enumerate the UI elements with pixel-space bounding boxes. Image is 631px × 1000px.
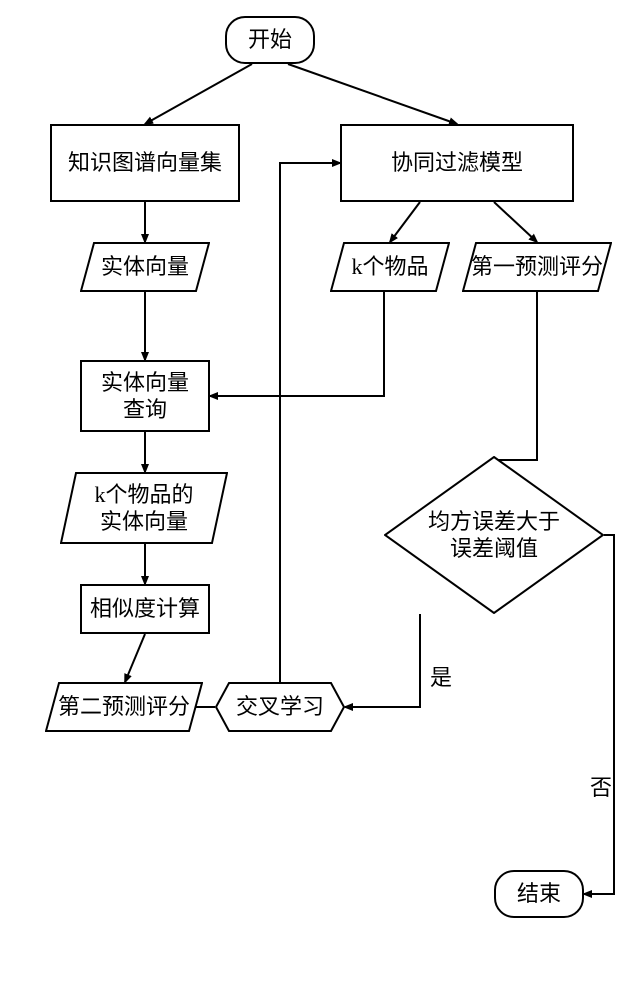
edge-cf_model-k_items xyxy=(390,202,420,242)
edge-start-cf_model xyxy=(288,64,457,124)
node-start: 开始 xyxy=(225,16,315,64)
node-k_items: k个物品 xyxy=(330,242,450,292)
node-entity_vec: 实体向量 xyxy=(80,242,210,292)
edge-start-kg_vec_set xyxy=(145,64,252,124)
edge-sim_calc-second_score xyxy=(125,634,145,682)
node-end: 结束 xyxy=(494,870,584,918)
flowchart-canvas: 开始知识图谱向量集 协同过滤模型实体向量 k个物品第一预测评分实体向量 查询 k个物品… xyxy=(0,0,631,1000)
node-k_entity_vec: k个物品的 实体向量 xyxy=(60,472,228,544)
node-first_score: 第一预测评分 xyxy=(462,242,612,292)
edge-cross_learn-cf_model xyxy=(280,163,340,682)
edge-label-mse_check-cross_learn: 是 xyxy=(430,660,452,692)
node-cf_model: 协同过滤模型 xyxy=(340,124,574,202)
node-second_score: 第二预测评分 xyxy=(45,682,203,732)
node-query: 实体向量 查询 xyxy=(80,360,210,432)
edge-label-mse_check-end: 否 xyxy=(590,770,612,802)
node-sim_calc: 相似度计算 xyxy=(80,584,210,634)
edge-k_items-query xyxy=(210,292,384,396)
node-mse_check: 均方误差大于 误差阈值 xyxy=(384,456,604,614)
edge-mse_check-cross_learn xyxy=(345,614,420,707)
node-kg_vec_set: 知识图谱向量集 xyxy=(50,124,240,202)
node-cross_learn: 交叉学习 xyxy=(215,682,345,732)
edge-cf_model-first_score xyxy=(494,202,537,242)
edge-first_score-mse_check xyxy=(494,292,537,460)
